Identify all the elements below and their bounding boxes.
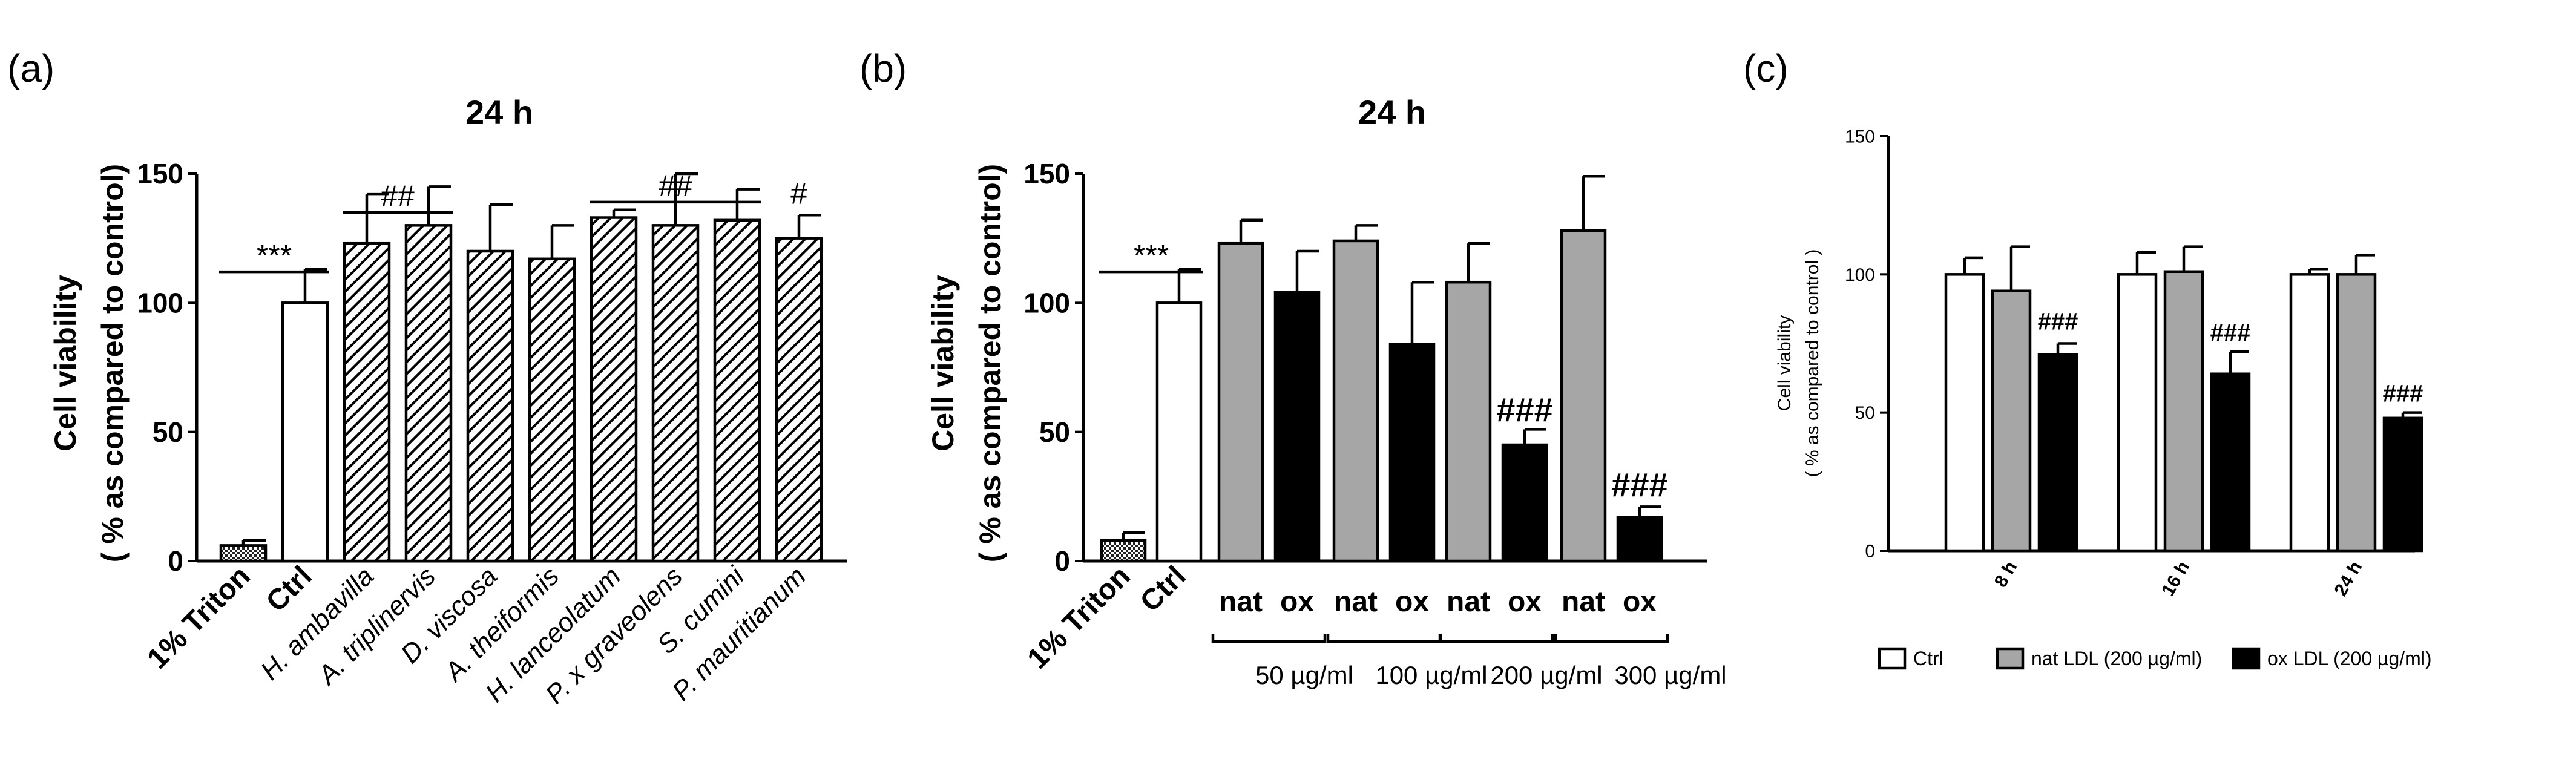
chart-c-bar (2382, 416, 2423, 553)
chart-c-bar (2210, 372, 2251, 553)
chart-a-ylabel-line1: Cell viability (48, 275, 82, 451)
chart-a-significance-label: # (790, 177, 807, 211)
chart-b-group-label-100: 100 µg/ml (1375, 661, 1487, 689)
chart-a-significance-label: ## (381, 179, 415, 213)
chart-c-ylabel-line1: Cell viability (1775, 315, 1795, 411)
chart-b-bar (1560, 229, 1607, 563)
chart-b-xtick-label: nat (1447, 586, 1490, 618)
chart-a-bar (713, 218, 761, 563)
chart-c-legend-label: nat LDL (200 µg/ml) (2031, 648, 2202, 669)
chart-b-ytick-label: 0 (1054, 545, 1070, 577)
chart-c-ylabel-line2: ( % as compared to control ) (1802, 249, 1822, 478)
chart-c-legend-swatch (1878, 647, 1907, 670)
chart-a-significance-label: ## (659, 169, 692, 203)
chart-b-ytick-label: 150 (1024, 158, 1070, 189)
chart-a-title: 24 h (465, 93, 533, 131)
chart-a-bar (651, 224, 700, 563)
chart-c-bar (2289, 273, 2330, 553)
chart-b-bar (1388, 343, 1436, 563)
chart-b-xtick-label: Ctrl (1134, 560, 1192, 618)
chart-b-ytick-label: 50 (1039, 416, 1070, 448)
chart-c-bar (2117, 273, 2158, 553)
chart-b-group-label-50: 50 µg/ml (1255, 661, 1353, 689)
chart-b-xtick-label: ox (1395, 586, 1429, 618)
chart-b-significance-label: *** (1134, 238, 1169, 272)
chart-b-bar (1501, 443, 1548, 563)
chart-c-xtick-label: 8 h (1991, 558, 2021, 591)
chart-c-bar (1991, 289, 2032, 553)
chart-a-significance-label: *** (257, 238, 292, 272)
panel-label-b: (b) (859, 47, 907, 90)
chart-b-group-label-200: 200 µg/ml (1490, 661, 1602, 689)
panel-label-a: (a) (7, 47, 54, 90)
chart-b-xtick-label: ox (1280, 586, 1314, 618)
chart-b-group-label-300: 300 µg/ml (1614, 661, 1726, 689)
chart-a-xtick-label: Ctrl (260, 560, 318, 618)
chart-b-bar (1273, 291, 1321, 563)
chart-b-group-bracket (1211, 634, 1327, 643)
chart-c-legend-label: Ctrl (1913, 648, 1944, 669)
chart-a-ytick-label: 0 (168, 545, 183, 577)
chart-a-ytick-label: 50 (153, 416, 183, 448)
chart-a-bar (281, 301, 329, 563)
chart-b-xtick-label: ox (1623, 586, 1657, 618)
chart-a-bar (590, 216, 638, 563)
chart-c-significance-label: ### (2383, 380, 2423, 407)
chart-b-bar (1616, 516, 1663, 563)
chart-c-ytick-label: 0 (1865, 542, 1875, 562)
chart-c-significance-label: ### (2210, 320, 2251, 346)
chart-b-group-bracket (1554, 634, 1669, 643)
chart-b-significance-label: ### (1611, 465, 1668, 504)
chart-a-ytick-label: 150 (137, 158, 183, 189)
chart-c-ytick-label: 50 (1855, 403, 1875, 423)
chart-c: 0 50 100 150 8 h 16 h 24 h ### ### ### Ctrl nat LDL… (1845, 127, 2432, 670)
chart-c-xtick-label: 16 h (2158, 558, 2193, 599)
chart-a-ytick-label: 100 (137, 287, 183, 318)
chart-b-xtick-label: nat (1562, 586, 1605, 618)
chart-a-bar (775, 237, 823, 563)
chart-b-bar (1100, 539, 1147, 563)
chart-b-group-bracket (1326, 634, 1442, 643)
chart-b-ytick-label: 100 (1024, 287, 1070, 318)
chart-b-bar (1445, 280, 1492, 563)
chart-b-xtick-label: nat (1334, 586, 1378, 618)
chart-a-bar (466, 249, 514, 563)
chart-a-bar (343, 241, 391, 563)
chart-a-bar (404, 224, 453, 563)
panel-label-c: (c) (1743, 47, 1789, 90)
chart-b-group-bracket (1439, 634, 1554, 643)
chart-c-bar (2336, 273, 2377, 553)
chart-c-bar (1944, 273, 1985, 553)
chart-c-xtick-label: 24 h (2330, 558, 2366, 599)
chart-c-ytick-label: 150 (1845, 127, 1875, 147)
chart-b-xtick-label: nat (1219, 586, 1263, 618)
chart-a-xtick-label: 1% Triton (142, 560, 257, 675)
chart-a-bar (528, 257, 576, 563)
chart-b-xtick-label: 1% Triton (1022, 560, 1137, 675)
chart-c-bar (2163, 270, 2204, 553)
chart-b-xtick-label: ox (1508, 586, 1542, 618)
chart-b-title: 24 h (1358, 93, 1426, 131)
chart-b-bar (1332, 239, 1379, 563)
chart-c-legend-swatch (2232, 647, 2261, 670)
chart-a-bar (219, 544, 268, 563)
chart-c-bar (2037, 353, 2078, 553)
chart-b-bar (1155, 301, 1203, 563)
chart-c-legend-label: ox LDL (200 µg/ml) (2267, 648, 2432, 669)
chart-b-bar (1217, 241, 1264, 563)
chart-b-ylabel-line1: Cell viability (926, 275, 960, 451)
chart-b-ylabel-line2: ( % as compared to control) (973, 164, 1007, 562)
chart-b-significance-label: ### (1496, 391, 1552, 429)
chart-c-legend-swatch (1996, 647, 2025, 670)
chart-c-ytick-label: 100 (1845, 265, 1875, 285)
chart-c-significance-label: ### (2038, 309, 2078, 335)
chart-a-ylabel-line2: ( % as compared to control) (96, 164, 130, 562)
